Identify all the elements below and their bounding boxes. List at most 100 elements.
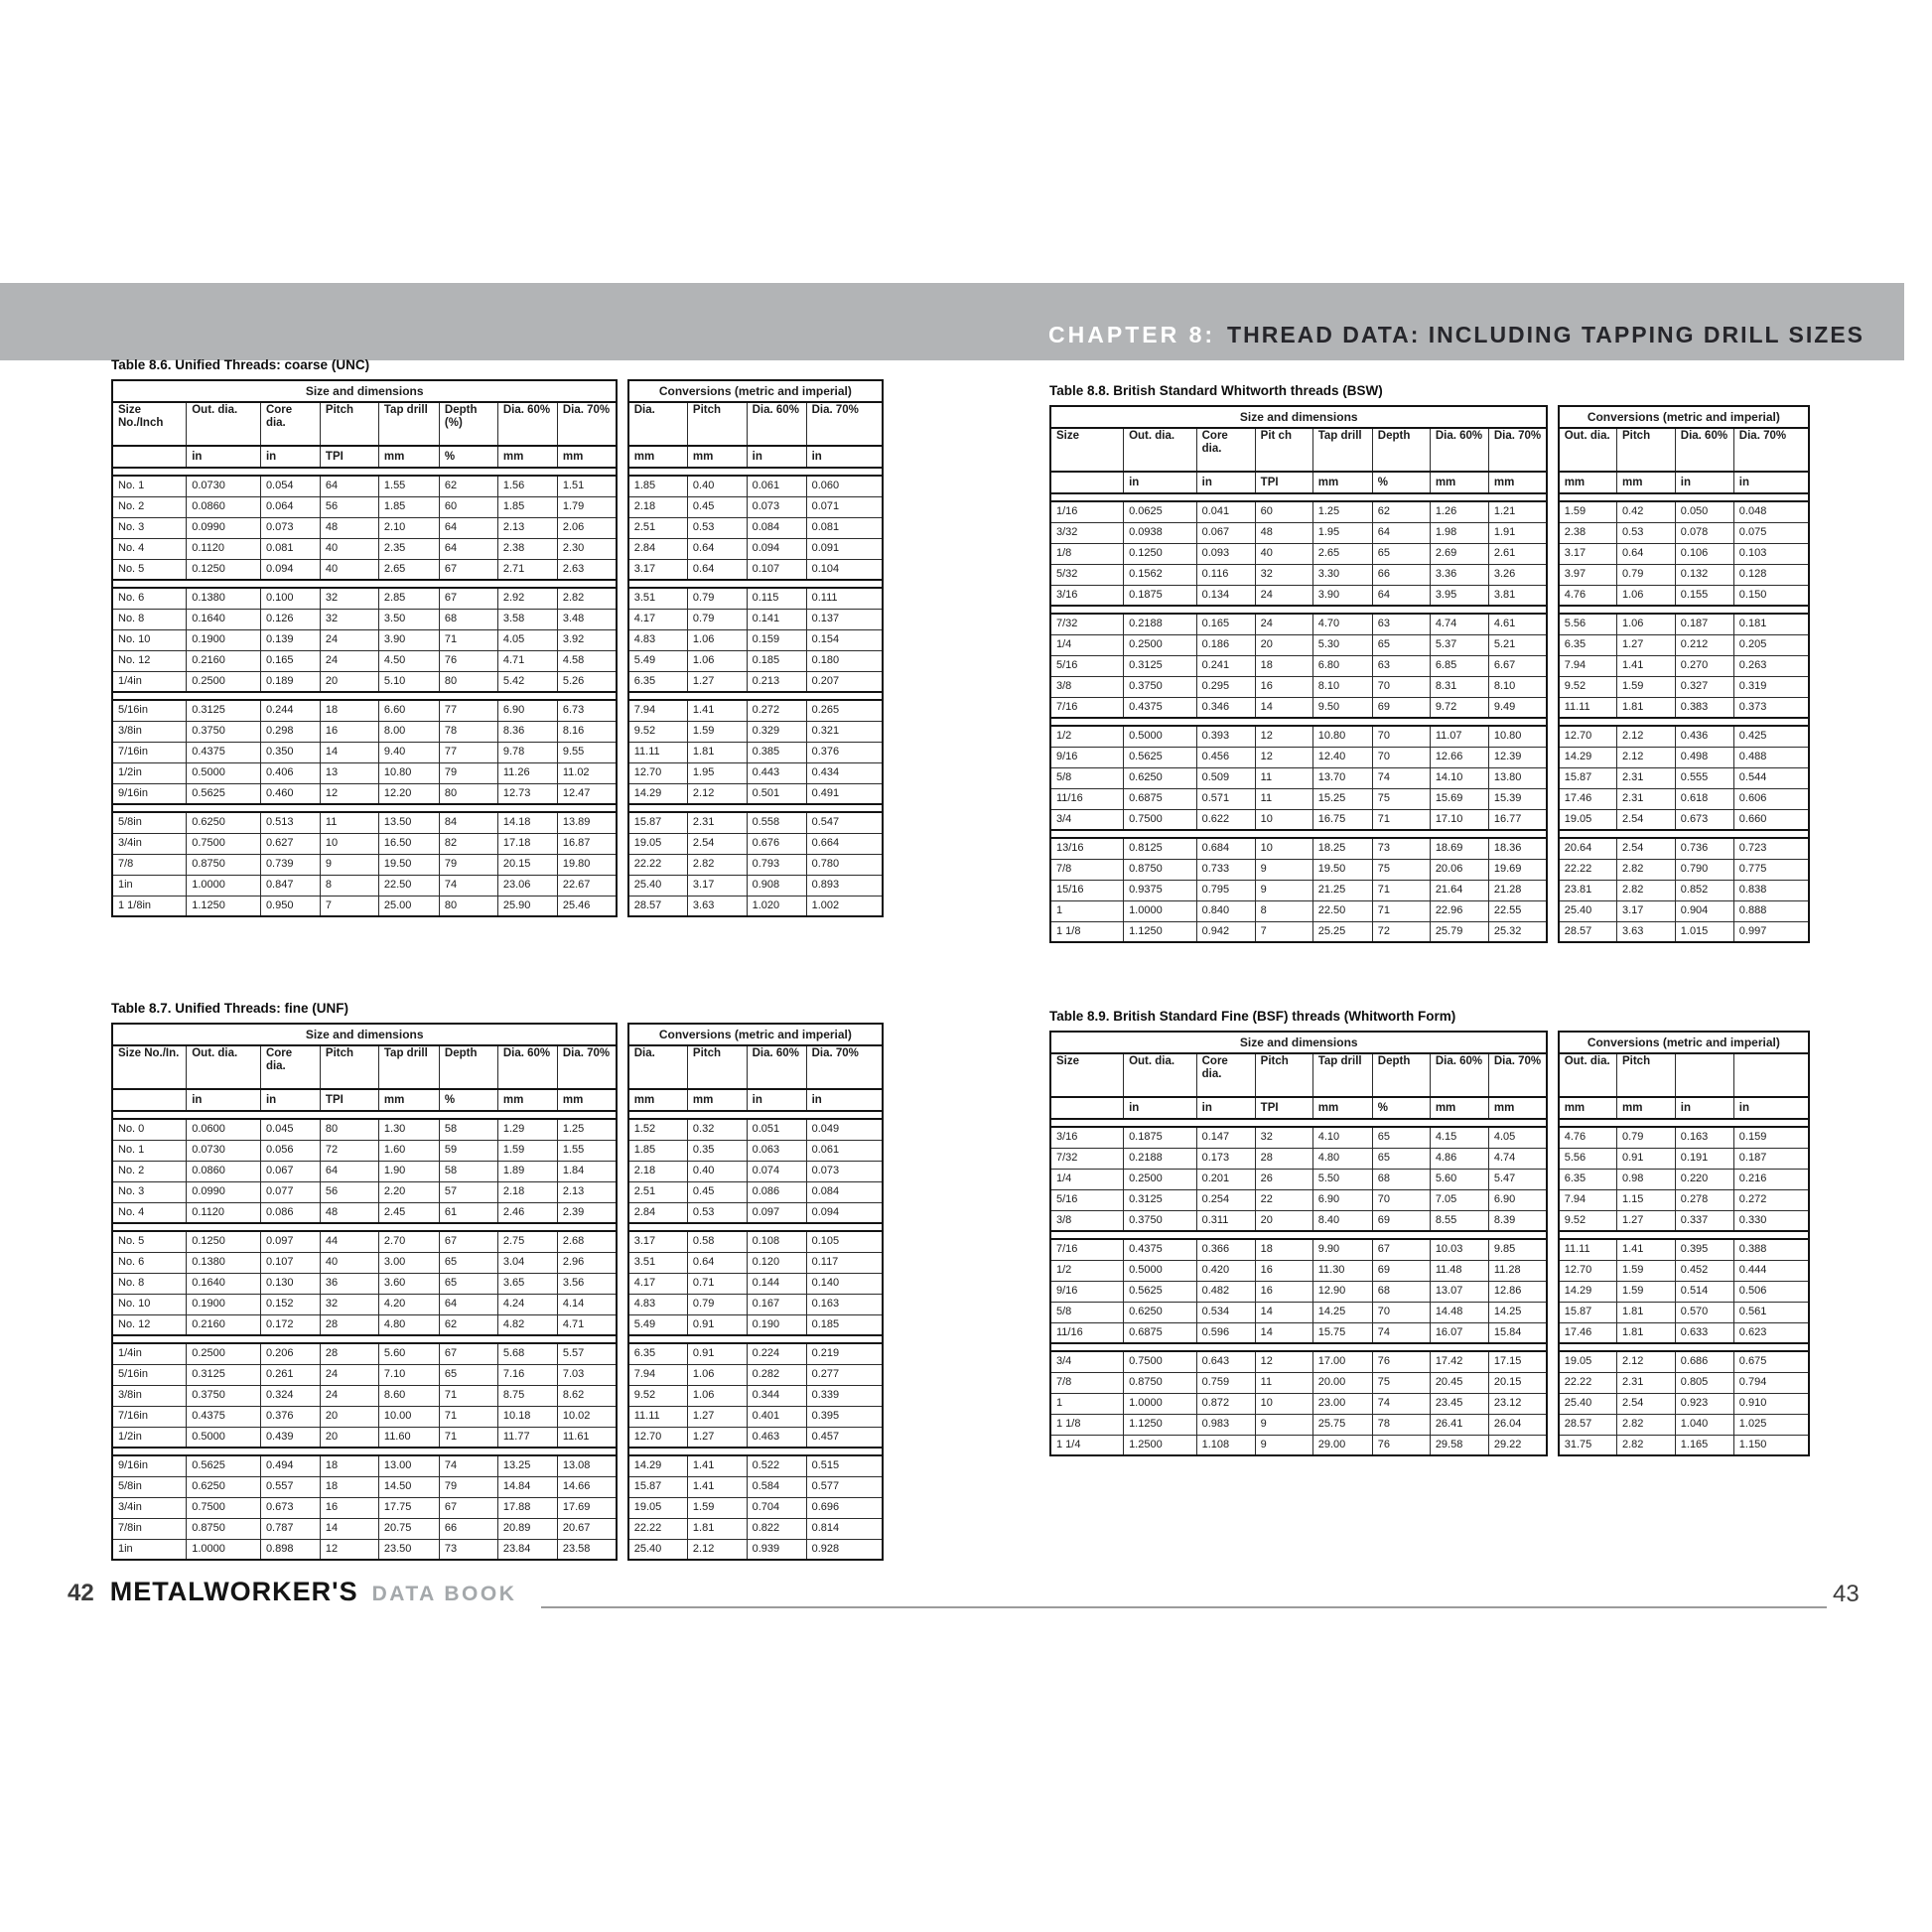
unit-label: in: [1732, 471, 1810, 494]
cell: 9.40: [377, 741, 440, 763]
table-row: 4.83 1.06 0.159 0.154: [627, 628, 884, 651]
cell: 2.20: [377, 1180, 440, 1203]
cell: 9.49: [1487, 696, 1548, 719]
page-number-right: 43: [1833, 1581, 1860, 1607]
cell: 26.41: [1429, 1413, 1489, 1436]
cell: 0.522: [746, 1454, 807, 1477]
cell: 0.9375: [1123, 879, 1197, 901]
cell: 70: [1371, 725, 1431, 748]
cell: 0.6875: [1123, 1321, 1197, 1344]
cell: 5/32: [1049, 563, 1125, 586]
cell: 0.795: [1195, 879, 1256, 901]
cell: 2.84: [627, 537, 688, 560]
cell: 9/16in: [111, 782, 188, 805]
table-row: 14.29 1.59 0.514 0.506: [1558, 1280, 1810, 1303]
separator-cell: [627, 1447, 884, 1456]
cell: 3.50: [377, 608, 440, 630]
data-table: Size and dimensions Size No./In. Out. dia.…: [111, 1023, 619, 1561]
group-separator: [627, 1110, 884, 1120]
cell: 0.425: [1732, 725, 1810, 748]
table-row: 22.22 2.31 0.805 0.794: [1558, 1371, 1810, 1394]
cell: 0.181: [1732, 613, 1810, 635]
table-row: 9.52 1.59 0.329 0.321: [627, 720, 884, 743]
cell: 2.82: [1615, 879, 1676, 901]
cell: 7/8: [111, 853, 188, 876]
cell: 17.69: [556, 1496, 618, 1519]
cell: 67: [438, 1342, 498, 1365]
table-row: 2.38 0.53 0.078 0.075: [1558, 521, 1810, 544]
table-row: 25.40 2.12 0.939 0.928: [627, 1538, 884, 1561]
separator-cell: [1558, 492, 1810, 502]
table-row: 5/8 0.6250 0.509 11 13.70 74 14.10 13.80: [1049, 766, 1548, 789]
cell: 2.31: [686, 811, 748, 834]
cell: 9.85: [1487, 1238, 1548, 1261]
cell: 4.70: [1311, 613, 1373, 635]
cell: 0.2188: [1123, 1147, 1197, 1170]
cell: 0.137: [805, 608, 884, 630]
cell: 0.3125: [1123, 654, 1197, 677]
cell: 2.38: [496, 537, 558, 560]
cell: 7.94: [627, 1363, 688, 1386]
column-header-row: Dia. Pitch Dia. 60% Dia. 70%: [627, 1044, 884, 1090]
cell: 0.1250: [186, 558, 261, 581]
cell: 20.06: [1429, 858, 1489, 881]
cell: 3/4in: [111, 832, 188, 855]
cell: No. 0: [111, 1118, 188, 1141]
table-row: No. 5 0.1250 0.094 40 2.65 67 2.71 2.63: [111, 558, 618, 581]
separator-cell: [627, 691, 884, 701]
cell: 5/16in: [111, 1363, 188, 1386]
table-row: No. 8 0.1640 0.126 32 3.50 68 3.58 3.48: [111, 608, 618, 630]
table-row: No. 12 0.2160 0.165 24 4.50 76 4.71 4.58: [111, 649, 618, 672]
unit-label: TPI: [1254, 1096, 1313, 1120]
cell: 0.1640: [186, 608, 261, 630]
cell: 17.15: [1487, 1350, 1548, 1373]
cell: No. 10: [111, 628, 188, 651]
column-header: Tap drill: [1311, 427, 1373, 473]
cell: 0.187: [1732, 1147, 1810, 1170]
separator-cell: [1558, 1230, 1810, 1240]
cell: 25.79: [1429, 920, 1489, 943]
cell: 0.041: [1195, 500, 1256, 523]
separator-cell: [1049, 829, 1548, 839]
cell: 0.0600: [186, 1118, 261, 1141]
cell: 20.15: [1487, 1371, 1548, 1394]
cell: 0.147: [1195, 1126, 1256, 1149]
column-header: Out. dia.: [186, 401, 261, 447]
cell: 0.186: [1195, 633, 1256, 656]
cell: 4.80: [377, 1313, 440, 1336]
table-row: 1/4in 0.2500 0.189 20 5.10 80 5.42 5.26: [111, 670, 618, 693]
table-row: 5/32 0.1562 0.116 32 3.30 66 3.36 3.26: [1049, 563, 1548, 586]
cell: 5.56: [1558, 1147, 1617, 1170]
cell: 3.30: [1311, 563, 1373, 586]
cell: 11.28: [1487, 1259, 1548, 1282]
cell: 1.91: [1487, 521, 1548, 544]
cell: 3/4: [1049, 1350, 1125, 1373]
cell: 0.185: [805, 1313, 884, 1336]
cell: 6.85: [1429, 654, 1489, 677]
cell: 2.65: [377, 558, 440, 581]
cell: 14.29: [1558, 746, 1617, 768]
table-row: 12.70 1.27 0.463 0.457: [627, 1426, 884, 1449]
cell: No. 12: [111, 1313, 188, 1336]
cell: 19.50: [1311, 858, 1373, 881]
cell: 0.224: [746, 1342, 807, 1365]
cell: 20: [319, 1426, 379, 1449]
cell: 25.46: [556, 895, 618, 917]
cell: 5.26: [556, 670, 618, 693]
cell: 0.584: [746, 1475, 807, 1498]
cell: 2.31: [1615, 766, 1676, 789]
table-row: 5/16in 0.3125 0.261 24 7.10 65 7.16 7.03: [111, 1363, 618, 1386]
cell: 0.091: [805, 537, 884, 560]
cell: 0.457: [805, 1426, 884, 1449]
cell: 2.75: [496, 1230, 558, 1253]
table-row: 15/16 0.9375 0.795 9 21.25 71 21.64 21.28: [1049, 879, 1548, 901]
table-row: 5/8 0.6250 0.534 14 14.25 70 14.48 14.25: [1049, 1301, 1548, 1323]
cell: 1.15: [1615, 1188, 1676, 1211]
unit-label: mm: [1487, 471, 1548, 494]
cell: 0.759: [1195, 1371, 1256, 1394]
group-separator: [111, 579, 618, 589]
cell: No. 2: [111, 495, 188, 518]
cell: 0.077: [259, 1180, 321, 1203]
table-row: 6.35 0.91 0.224 0.219: [627, 1342, 884, 1365]
cell: 5/8: [1049, 766, 1125, 789]
